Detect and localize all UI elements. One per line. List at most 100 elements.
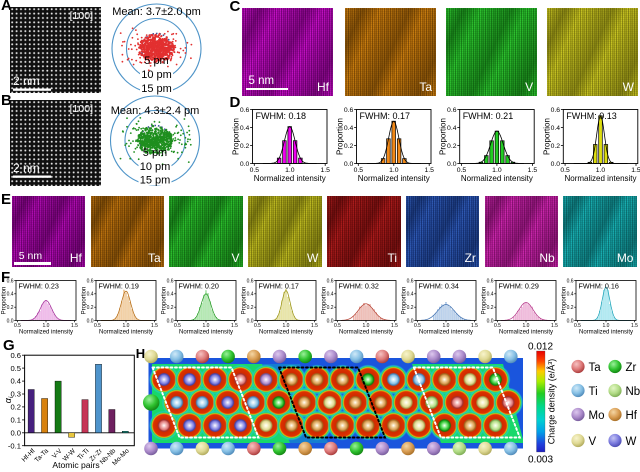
svg-text:0.4: 0.4	[551, 125, 561, 132]
svg-text:0.1: 0.1	[10, 416, 21, 425]
svg-text:0.2: 0.2	[447, 143, 457, 150]
svg-text:0.0: 0.0	[551, 161, 561, 168]
svg-text:0.6: 0.6	[87, 278, 94, 284]
svg-text:1.0: 1.0	[43, 323, 50, 329]
svg-text:Proportion: Proportion	[562, 287, 568, 315]
svg-text:0.0: 0.0	[10, 428, 21, 437]
svg-text:1.0: 1.0	[363, 323, 370, 329]
svg-text:0.2: 0.2	[167, 305, 174, 311]
svg-text:0.2: 0.2	[7, 305, 14, 311]
svg-text:1.0: 1.0	[123, 323, 130, 329]
svg-text:1.5: 1.5	[320, 167, 330, 174]
svg-text:0.012: 0.012	[528, 342, 553, 353]
svg-text:αi: αi	[3, 396, 15, 403]
svg-text:W: W	[626, 436, 637, 448]
svg-text:0.2: 0.2	[344, 143, 354, 150]
svg-text:Proportion: Proportion	[402, 287, 408, 315]
svg-text:0.0: 0.0	[487, 318, 494, 324]
svg-text:2 nm: 2 nm	[13, 161, 40, 175]
svg-text:1.5: 1.5	[311, 323, 318, 329]
svg-text:Proportion: Proportion	[439, 118, 448, 155]
svg-text:0.5: 0.5	[14, 323, 21, 329]
svg-text:0.0: 0.0	[240, 161, 250, 168]
svg-text:FWHM: 0.19: FWHM: 0.19	[99, 281, 139, 290]
svg-text:0.6: 0.6	[247, 278, 254, 284]
svg-text:[100]: [100]	[70, 10, 93, 22]
svg-text:FWHM: 0.20: FWHM: 0.20	[179, 281, 219, 290]
svg-text:1.5: 1.5	[471, 323, 478, 329]
svg-text:FWHM: 0.13: FWHM: 0.13	[566, 111, 617, 121]
svg-text:FWHM: 0.34: FWHM: 0.34	[419, 281, 459, 290]
svg-text:FWHM: 0.16: FWHM: 0.16	[579, 281, 619, 290]
svg-text:FWHM: 0.29: FWHM: 0.29	[499, 281, 539, 290]
svg-text:0.5: 0.5	[250, 167, 260, 174]
svg-text:0.4: 0.4	[407, 292, 414, 298]
svg-text:Normalized intensity: Normalized intensity	[358, 174, 430, 183]
svg-text:1.5: 1.5	[71, 323, 78, 329]
svg-text:0.6: 0.6	[10, 351, 21, 360]
svg-text:1.5: 1.5	[631, 323, 638, 329]
svg-text:Zr: Zr	[626, 362, 637, 374]
svg-text:0.6: 0.6	[407, 278, 414, 284]
svg-text:1.5: 1.5	[391, 323, 398, 329]
svg-text:0.4: 0.4	[87, 292, 94, 298]
svg-text:0.5: 0.5	[494, 323, 501, 329]
svg-text:0.0: 0.0	[344, 161, 354, 168]
svg-text:0.6: 0.6	[167, 278, 174, 284]
svg-text:0.6: 0.6	[344, 107, 354, 114]
svg-text:FWHM: 0.21: FWHM: 0.21	[463, 111, 514, 121]
svg-text:Ti: Ti	[589, 386, 598, 398]
svg-text:0.6: 0.6	[447, 107, 457, 114]
svg-text:10 pm: 10 pm	[140, 161, 171, 173]
svg-text:1.0: 1.0	[523, 323, 530, 329]
svg-text:Ta-Ta: Ta-Ta	[34, 447, 51, 464]
svg-text:Normalized intensity: Normalized intensity	[339, 330, 393, 336]
svg-text:Normalized intensity: Normalized intensity	[461, 174, 533, 183]
svg-text:0.2: 0.2	[10, 403, 21, 412]
svg-text:0.6: 0.6	[487, 278, 494, 284]
svg-text:1.0: 1.0	[603, 323, 610, 329]
svg-text:0.2: 0.2	[240, 143, 250, 150]
svg-text:0.6: 0.6	[7, 278, 14, 284]
svg-text:0.0: 0.0	[7, 318, 14, 324]
svg-text:Normalized intensity: Normalized intensity	[99, 330, 153, 336]
svg-text:1.0: 1.0	[203, 323, 210, 329]
svg-text:0.5: 0.5	[94, 323, 101, 329]
svg-text:Proportion: Proportion	[2, 287, 8, 315]
svg-text:0.4: 0.4	[344, 125, 354, 132]
svg-text:1.0: 1.0	[285, 167, 295, 174]
svg-text:0.6: 0.6	[240, 107, 250, 114]
svg-text:0.4: 0.4	[7, 292, 14, 298]
svg-text:0.6: 0.6	[567, 278, 574, 284]
svg-text:0.5: 0.5	[457, 167, 467, 174]
svg-text:0.2: 0.2	[87, 305, 94, 311]
svg-text:Proportion: Proportion	[242, 287, 248, 315]
svg-text:Hf: Hf	[626, 410, 638, 422]
svg-text:0.0: 0.0	[167, 318, 174, 324]
svg-text:Normalized intensity: Normalized intensity	[19, 330, 73, 336]
svg-text:2 nm: 2 nm	[13, 74, 40, 88]
svg-text:Mo: Mo	[589, 410, 605, 422]
svg-text:Normalized intensity: Normalized intensity	[564, 174, 636, 183]
svg-text:1.0: 1.0	[389, 167, 399, 174]
svg-text:0.5: 0.5	[354, 167, 364, 174]
svg-text:0.2: 0.2	[247, 305, 254, 311]
svg-text:0.4: 0.4	[167, 292, 174, 298]
svg-text:0.0: 0.0	[447, 161, 457, 168]
svg-text:0.0: 0.0	[567, 318, 574, 324]
svg-text:0.4: 0.4	[240, 125, 250, 132]
svg-text:Charge density (e/Å³): Charge density (e/Å³)	[547, 359, 557, 445]
svg-text:Ta: Ta	[589, 362, 602, 374]
svg-text:0.2: 0.2	[551, 143, 561, 150]
svg-text:FWHM: 0.32: FWHM: 0.32	[339, 281, 379, 290]
svg-text:FWHM: 0.23: FWHM: 0.23	[19, 281, 59, 290]
svg-text:Normalized intensity: Normalized intensity	[259, 330, 313, 336]
svg-text:0.6: 0.6	[551, 107, 561, 114]
svg-text:1.0: 1.0	[596, 167, 606, 174]
svg-text:0.0: 0.0	[87, 318, 94, 324]
svg-text:1.5: 1.5	[151, 323, 158, 329]
svg-text:0.2: 0.2	[407, 305, 414, 311]
svg-text:Normalized intensity: Normalized intensity	[419, 330, 473, 336]
svg-text:Normalized intensity: Normalized intensity	[179, 330, 233, 336]
svg-text:FWHM: 0.18: FWHM: 0.18	[256, 111, 307, 121]
